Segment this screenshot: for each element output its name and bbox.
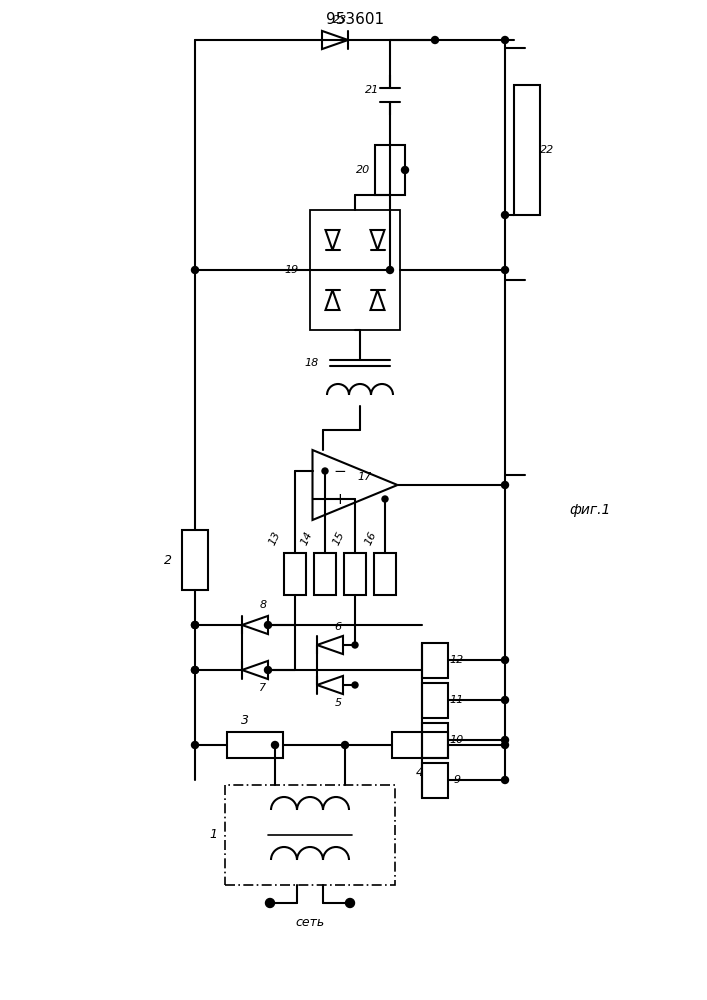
Circle shape <box>341 742 349 748</box>
Circle shape <box>192 742 199 748</box>
Circle shape <box>264 666 271 674</box>
Text: 19: 19 <box>285 265 299 275</box>
Circle shape <box>402 166 409 174</box>
Bar <box>422 762 448 798</box>
Bar <box>374 553 396 595</box>
Circle shape <box>271 742 279 748</box>
Text: 22: 22 <box>540 145 554 155</box>
Circle shape <box>501 36 508 43</box>
Circle shape <box>431 36 438 43</box>
Bar <box>422 682 448 718</box>
Bar <box>314 553 336 595</box>
Circle shape <box>387 266 394 273</box>
Text: 20: 20 <box>356 165 370 175</box>
Circle shape <box>346 898 354 908</box>
Text: 17: 17 <box>358 472 372 482</box>
Text: 1: 1 <box>209 828 217 842</box>
Text: 21: 21 <box>365 85 379 95</box>
Circle shape <box>501 212 508 219</box>
Circle shape <box>501 656 508 664</box>
Text: 23: 23 <box>333 15 347 25</box>
Circle shape <box>192 666 199 674</box>
Circle shape <box>266 898 274 908</box>
Bar <box>284 553 306 595</box>
Circle shape <box>192 621 199 629</box>
Circle shape <box>352 682 358 688</box>
Text: 4: 4 <box>416 766 424 780</box>
Circle shape <box>322 468 328 474</box>
Text: фиг.1: фиг.1 <box>569 503 611 517</box>
Circle shape <box>192 666 199 674</box>
Bar <box>225 785 395 885</box>
Text: 10: 10 <box>450 735 464 745</box>
Text: 11: 11 <box>450 695 464 705</box>
Text: 2: 2 <box>164 554 172 566</box>
Text: 7: 7 <box>259 683 267 693</box>
Bar <box>422 722 448 758</box>
Text: 3: 3 <box>241 714 249 726</box>
Circle shape <box>192 266 199 273</box>
Circle shape <box>501 266 508 273</box>
Circle shape <box>501 736 508 744</box>
Circle shape <box>501 742 508 748</box>
Bar <box>310 210 400 330</box>
Text: 16: 16 <box>363 529 378 547</box>
Circle shape <box>192 621 199 629</box>
Bar <box>514 85 540 215</box>
Circle shape <box>501 776 508 784</box>
Text: 9: 9 <box>453 775 460 785</box>
Text: сеть: сеть <box>296 916 325 930</box>
Bar <box>227 732 283 758</box>
Text: 953601: 953601 <box>326 12 384 27</box>
Bar <box>422 643 448 678</box>
Text: 8: 8 <box>259 600 267 610</box>
Text: 6: 6 <box>334 622 341 632</box>
Text: 13: 13 <box>267 529 283 547</box>
Text: −: − <box>334 464 346 479</box>
Bar <box>392 732 448 758</box>
Text: 14: 14 <box>300 529 315 547</box>
Circle shape <box>382 496 388 502</box>
Circle shape <box>352 642 358 648</box>
Text: 12: 12 <box>450 655 464 665</box>
Text: 5: 5 <box>334 698 341 708</box>
Circle shape <box>501 696 508 704</box>
Bar <box>375 145 405 195</box>
Bar <box>182 530 208 590</box>
Circle shape <box>501 482 508 488</box>
Bar <box>344 553 366 595</box>
Circle shape <box>264 621 271 629</box>
Text: 15: 15 <box>332 529 346 547</box>
Text: +: + <box>334 491 346 506</box>
Text: 18: 18 <box>305 358 319 368</box>
